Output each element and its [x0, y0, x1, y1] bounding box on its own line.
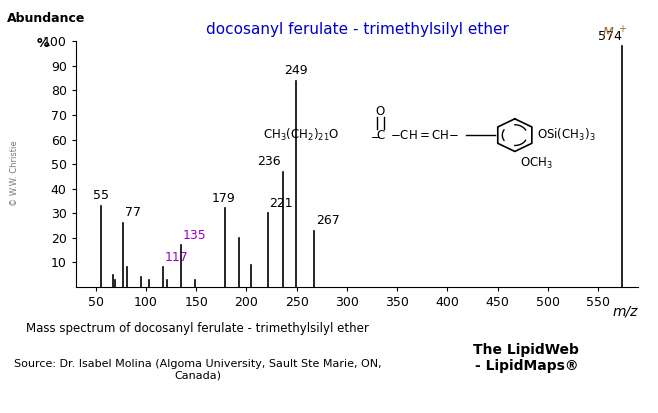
- Text: OCH$_3$: OCH$_3$: [520, 156, 553, 171]
- Text: © W.W. Christie: © W.W. Christie: [10, 141, 19, 206]
- Text: m/z: m/z: [613, 304, 638, 318]
- Text: +: +: [618, 24, 626, 34]
- Text: 117: 117: [165, 251, 189, 263]
- Text: 574: 574: [598, 29, 622, 43]
- Text: $-$: $-$: [370, 128, 380, 142]
- Text: OSi(CH$_3$)$_3$: OSi(CH$_3$)$_3$: [537, 127, 595, 143]
- Text: 221: 221: [270, 197, 293, 210]
- Text: $-$CH$=$CH$-$: $-$CH$=$CH$-$: [390, 128, 459, 142]
- Title: docosanyl ferulate - trimethylsilyl ether: docosanyl ferulate - trimethylsilyl ethe…: [205, 22, 509, 37]
- Text: CH$_3$(CH$_2$)$_{21}$O: CH$_3$(CH$_2$)$_{21}$O: [263, 127, 340, 143]
- Text: Mass spectrum of docosanyl ferulate - trimethylsilyl ether: Mass spectrum of docosanyl ferulate - tr…: [26, 322, 369, 335]
- Text: Abundance: Abundance: [7, 12, 85, 25]
- Text: 55: 55: [93, 189, 109, 202]
- Text: The LipidWeb
- LipidMaps®: The LipidWeb - LipidMaps®: [474, 343, 579, 373]
- Text: O: O: [376, 105, 385, 118]
- Text: 77: 77: [125, 206, 141, 219]
- Text: 236: 236: [257, 155, 280, 168]
- Text: %: %: [36, 37, 49, 50]
- Text: 179: 179: [211, 192, 235, 205]
- Text: M: M: [602, 26, 613, 39]
- Text: Source: Dr. Isabel Molina (Algoma University, Sault Ste Marie, ON,
Canada): Source: Dr. Isabel Molina (Algoma Univer…: [14, 359, 381, 381]
- Text: 135: 135: [183, 228, 207, 242]
- Text: 249: 249: [284, 64, 307, 77]
- Text: 267: 267: [316, 214, 340, 227]
- Text: C: C: [376, 128, 385, 142]
